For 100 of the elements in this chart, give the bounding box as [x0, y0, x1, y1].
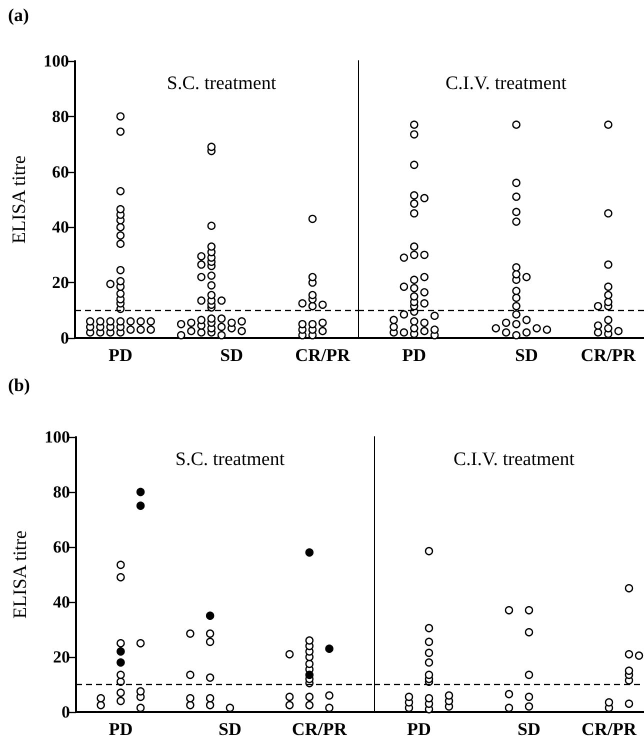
point: [404, 692, 414, 702]
point: [116, 688, 125, 697]
point: [116, 277, 125, 286]
point: [604, 324, 612, 332]
y-tick-label: 40: [52, 218, 69, 237]
point: [197, 296, 206, 305]
y-tick-label: 40: [53, 592, 70, 612]
point: [492, 324, 500, 332]
point: [146, 326, 155, 334]
x-tick-label: SD: [515, 345, 538, 365]
point: [444, 691, 454, 700]
point: [206, 694, 214, 702]
point: [325, 691, 334, 700]
point: [594, 321, 602, 330]
point: [424, 648, 434, 658]
point: [146, 317, 155, 326]
point: [96, 694, 105, 702]
y-axis-title: ELISA titre: [9, 155, 30, 244]
point: [116, 112, 125, 121]
point: [410, 130, 418, 139]
point: [197, 328, 206, 337]
point: [512, 208, 520, 216]
point: [298, 299, 307, 308]
y-tick-label: 0: [62, 702, 70, 722]
point: [207, 222, 216, 230]
text: S.C. treatment: [166, 73, 277, 94]
point: [424, 546, 434, 556]
point: [594, 328, 602, 337]
point: [285, 692, 294, 702]
point: [624, 650, 634, 658]
point: [318, 300, 327, 309]
point: [116, 560, 125, 570]
text: (a): [8, 5, 29, 25]
point: [186, 694, 194, 702]
y-axis-title: ELISA titre: [10, 530, 31, 619]
point: [116, 240, 125, 248]
point: [614, 326, 623, 336]
point: [604, 698, 614, 707]
point: [106, 280, 115, 288]
point: [116, 573, 125, 582]
point: [207, 142, 216, 152]
point: [424, 624, 434, 632]
point: [420, 194, 429, 202]
point: [238, 326, 246, 336]
point: [308, 272, 317, 282]
point: [116, 231, 125, 240]
y-tick-label: 20: [52, 273, 69, 292]
point: [410, 284, 418, 292]
point: [197, 260, 206, 269]
point: [305, 548, 314, 557]
point: [512, 270, 520, 278]
point: [424, 694, 434, 702]
point: [604, 209, 612, 218]
point: [197, 316, 206, 324]
point: [524, 606, 534, 614]
point: [512, 310, 520, 319]
x-tick-label: PD: [402, 345, 426, 365]
point: [106, 317, 115, 326]
point: [624, 584, 634, 592]
point: [238, 317, 246, 326]
point: [308, 302, 317, 310]
point: [522, 316, 531, 324]
point: [604, 316, 612, 324]
point: [305, 692, 314, 702]
point: [96, 317, 104, 326]
point: [532, 324, 541, 332]
point: [197, 272, 206, 282]
point: [512, 178, 520, 188]
point: [186, 629, 194, 638]
point: [206, 673, 214, 682]
point: [420, 250, 429, 260]
point: [624, 700, 634, 708]
point: [207, 272, 216, 280]
point: [325, 644, 334, 653]
point: [217, 314, 226, 323]
point: [410, 209, 418, 218]
point: [410, 292, 418, 301]
point: [206, 700, 214, 710]
point: [410, 317, 418, 326]
point: [186, 700, 194, 710]
point: [136, 326, 145, 334]
point: [512, 302, 520, 310]
point: [604, 260, 612, 269]
point: [390, 316, 398, 324]
point: [186, 670, 194, 680]
point: [116, 639, 125, 648]
point: [197, 252, 206, 260]
y-tick-label: 20: [53, 648, 70, 666]
text: C.I.V. treatment: [453, 449, 576, 470]
point: [116, 647, 125, 656]
point: [410, 200, 418, 208]
point: [524, 702, 534, 711]
x-tick-label: CR/PR: [292, 719, 348, 739]
point: [116, 127, 125, 136]
point: [424, 658, 434, 667]
point: [96, 700, 105, 710]
point: [206, 629, 214, 638]
point: [512, 294, 520, 302]
point: [502, 328, 510, 337]
point: [424, 638, 434, 646]
